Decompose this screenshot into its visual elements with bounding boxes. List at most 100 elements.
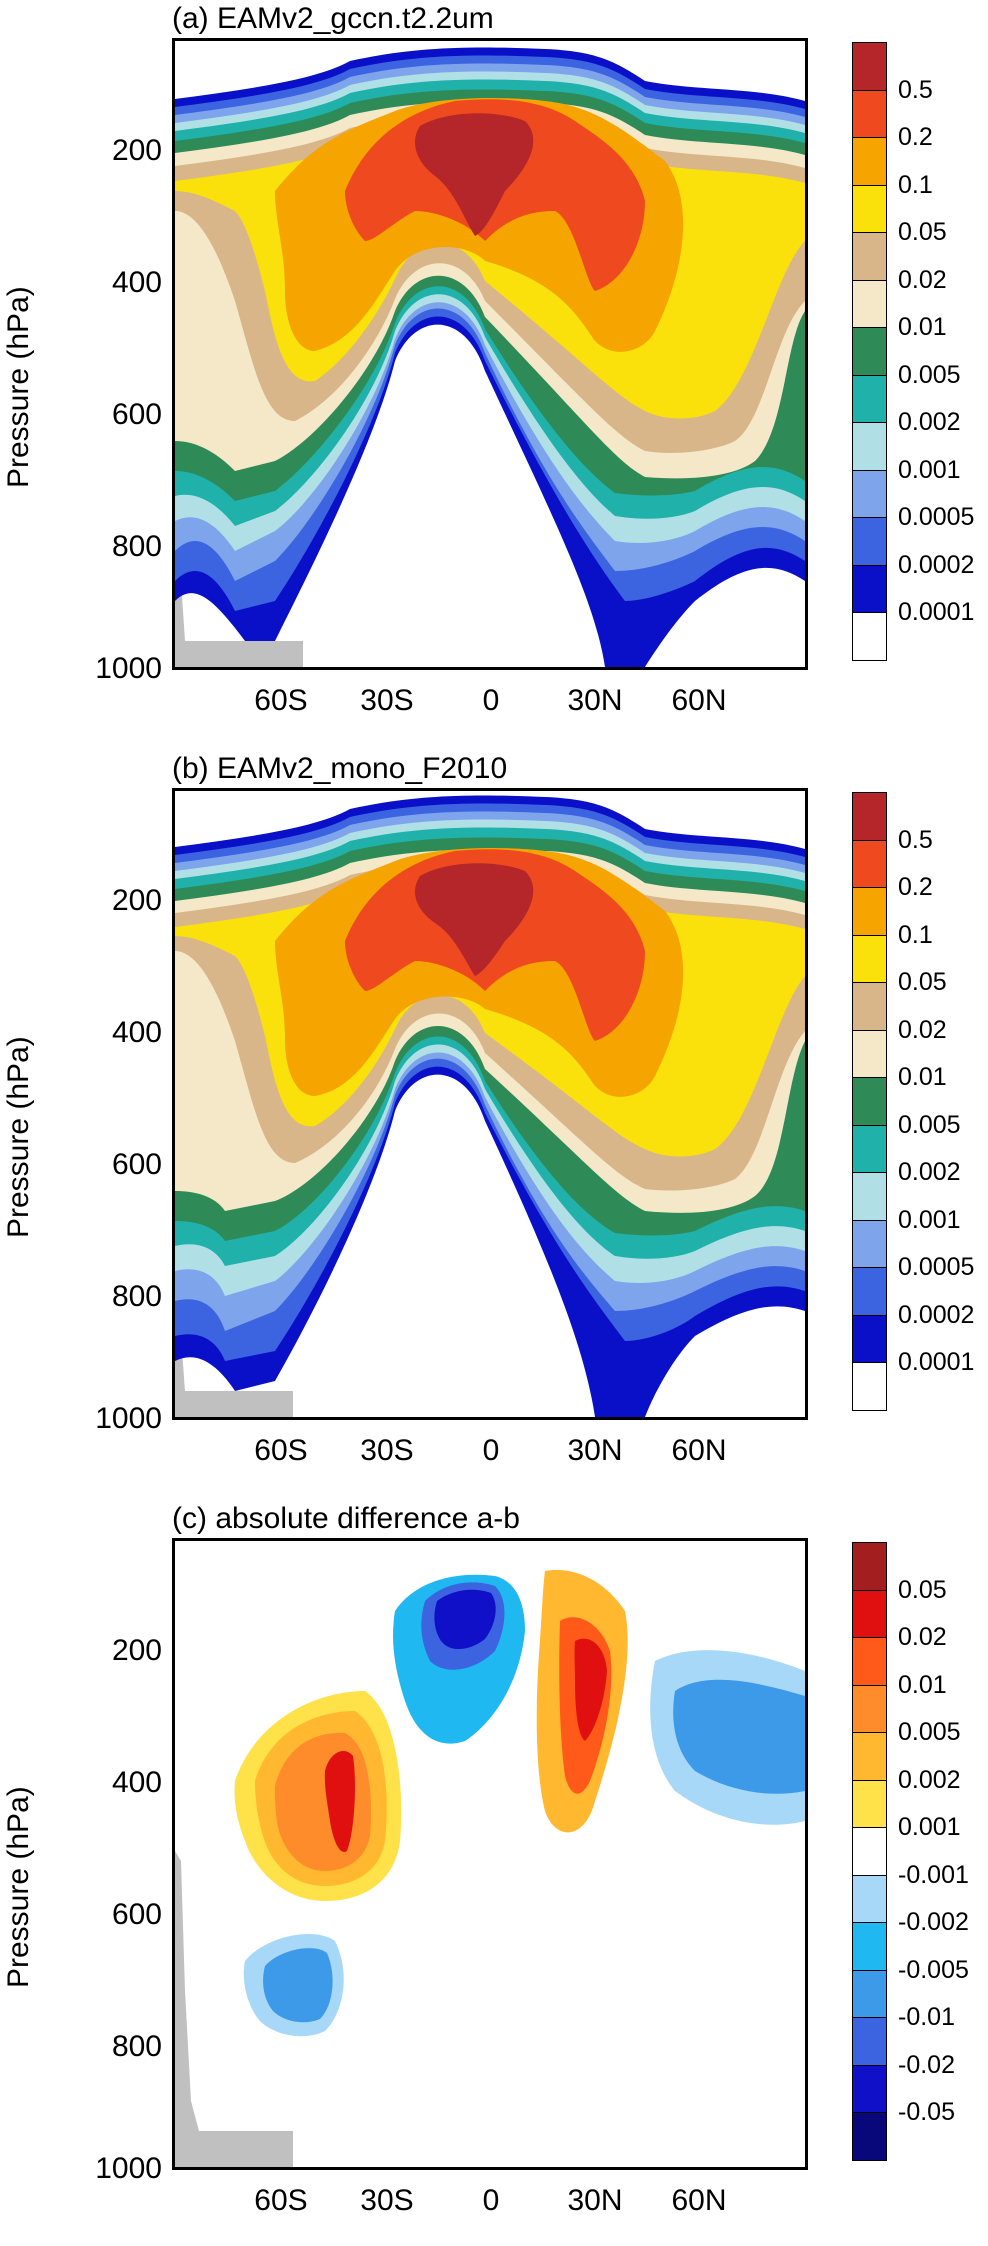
colorbar-label: 0.0002 [898, 1300, 975, 1329]
ytick-label: 800 [111, 2030, 162, 2063]
colorbar-swatch [852, 1637, 887, 1686]
contour-fill-positive [574, 1638, 607, 1741]
xtick-label: 0 [482, 684, 500, 717]
colorbar-swatch [852, 1874, 887, 1923]
panel-c: (c) absolute difference a-b 200 400 60 [0, 1500, 988, 2246]
ytick-label: 600 [111, 1898, 162, 1931]
colorbar-swatch [852, 1124, 887, 1173]
ytick-label: 200 [111, 134, 162, 167]
ytick-label: 200 [111, 1634, 162, 1667]
colorbar-label: 0.2 [898, 123, 933, 151]
colorbar-swatch [852, 517, 887, 566]
xtick-label: 60N [671, 1434, 727, 1467]
xtick-label: 0 [482, 1434, 500, 1467]
colorbar-label: 0.2 [898, 873, 933, 901]
contour-plot [172, 38, 808, 670]
contour-fill-negative [263, 1948, 333, 2023]
colorbar-label: -0.001 [898, 1860, 969, 1889]
colorbar-swatch [852, 2112, 887, 2161]
colorbar-swatch [852, 612, 887, 661]
colorbar-swatch [852, 1219, 887, 1268]
colorbar-swatch [852, 327, 887, 376]
xtick-label: 60S [254, 1434, 308, 1467]
colorbar-swatch [852, 1077, 887, 1126]
colorbar-swatch [852, 279, 887, 328]
colorbar-label: -0.005 [898, 1955, 969, 1984]
xtick-label: 60N [671, 684, 727, 717]
ytick-label: 600 [111, 398, 162, 431]
colorbar-label: -0.01 [898, 2003, 955, 2031]
y-axis-label: Pressure (hPa) [2, 1036, 35, 1238]
colorbar-label: 0.0001 [898, 1348, 975, 1376]
xtick-label: 0 [482, 2184, 500, 2217]
topography [175, 551, 303, 667]
colorbar-label: 0.001 [898, 1205, 961, 1234]
colorbar-label: 0.01 [898, 1063, 947, 1091]
colorbar-swatch [852, 1362, 887, 1411]
colorbar-swatch [852, 1589, 887, 1638]
ytick-label: 400 [111, 1016, 162, 1049]
colorbar-label: 0.01 [898, 313, 947, 341]
contour-plot [172, 788, 808, 1420]
colorbar-swatch [852, 982, 887, 1031]
xtick-label: 30S [360, 2184, 414, 2217]
colorbar-swatch [852, 374, 887, 423]
colorbar-label: 0.002 [898, 408, 961, 436]
topography [175, 1311, 293, 1417]
colorbar-swatch [852, 1172, 887, 1221]
colorbar-label: 0.0005 [898, 1253, 975, 1281]
ytick-label: 1000 [95, 1402, 162, 1435]
colorbar-label: -0.02 [898, 2050, 955, 2079]
colorbar-label: 0.001 [898, 1813, 961, 1841]
panel-b: (b) EAMv2_mono_F2010 200 400 600 800 100… [0, 750, 988, 1500]
colorbar-label: 0.5 [898, 75, 933, 104]
topography [175, 1851, 293, 2167]
panel-a: (a) EAMv2_gccn.t2.2um 200 400 600 800 10… [0, 0, 988, 750]
colorbar-swatch [852, 2017, 887, 2066]
ytick-label: 800 [111, 530, 162, 563]
ytick-label: 200 [111, 884, 162, 917]
contour-fill-negative [434, 1589, 496, 1650]
panel-title: (b) EAMv2_mono_F2010 [172, 752, 508, 785]
xtick-label: 30S [360, 684, 414, 717]
ytick-label: 1000 [95, 652, 162, 685]
xtick-label: 60S [254, 684, 308, 717]
xtick-label: 60N [671, 2184, 727, 2217]
colorbar-label: 0.05 [898, 218, 947, 246]
colorbar-label: -0.05 [898, 2098, 955, 2126]
colorbar-swatch [852, 184, 887, 233]
colorbar-label: 0.005 [898, 360, 961, 389]
ytick-label: 400 [111, 266, 162, 299]
colorbar-swatch [852, 1922, 887, 1971]
colorbar-swatch [852, 887, 887, 936]
colorbar-label: 0.0005 [898, 503, 975, 531]
colorbar-swatch [852, 1314, 887, 1363]
colorbar-swatch [852, 422, 887, 471]
xtick-label: 30S [360, 1434, 414, 1467]
colorbar-swatch [852, 42, 887, 91]
colorbar-swatch [852, 1732, 887, 1781]
colorbar-label: 0.001 [898, 455, 961, 484]
colorbar-swatch [852, 1684, 887, 1733]
colorbar-swatch [852, 934, 887, 983]
colorbar-label: 0.0001 [898, 598, 975, 626]
ytick-label: 800 [111, 1280, 162, 1313]
colorbar-swatch [852, 469, 887, 518]
xtick-label: 30N [567, 1434, 623, 1467]
colorbar-swatch [852, 232, 887, 281]
colorbar-label: 0.002 [898, 1765, 961, 1794]
colorbar-label: 0.005 [898, 1110, 961, 1139]
colorbar-label: 0.02 [898, 1623, 947, 1651]
xtick-label: 30N [567, 2184, 623, 2217]
ytick-label: 1000 [95, 2152, 162, 2185]
panel-title: (c) absolute difference a-b [172, 1502, 520, 1535]
colorbar-swatch [852, 2064, 887, 2113]
contour-fill-0.5 [415, 113, 534, 236]
xtick-label: 30N [567, 684, 623, 717]
y-axis-label: Pressure (hPa) [2, 1786, 35, 1988]
colorbar-swatch [852, 839, 887, 888]
ytick-label: 400 [111, 1766, 162, 1799]
colorbar-label: -0.002 [898, 1908, 969, 1936]
colorbar-label: 0.1 [898, 170, 933, 199]
colorbar-label: 0.1 [898, 920, 933, 949]
